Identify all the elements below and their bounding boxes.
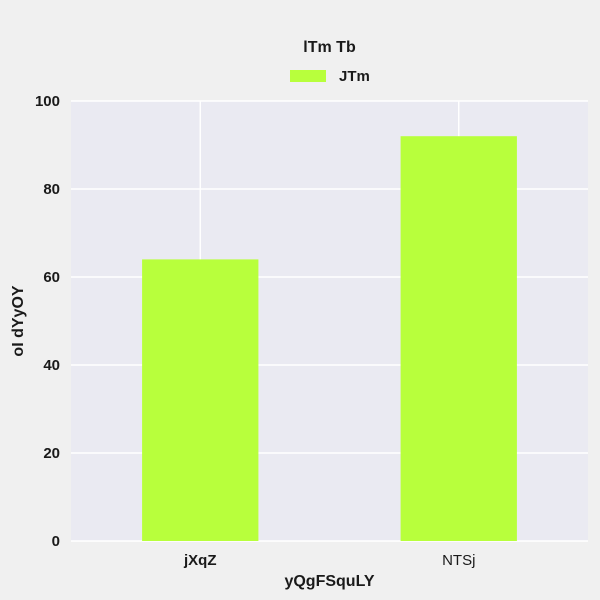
y-tick-label: 20 bbox=[43, 445, 60, 462]
bar-NTSj bbox=[400, 136, 517, 541]
y-tick-label: 0 bbox=[52, 533, 60, 550]
bars bbox=[142, 136, 517, 541]
y-tick-label: 60 bbox=[43, 269, 60, 286]
legend-label: JTm bbox=[339, 68, 370, 85]
y-tick-label: 100 bbox=[35, 93, 60, 110]
legend: lTm Tb JTm bbox=[290, 39, 370, 85]
y-axis-title: oI dYyOY bbox=[10, 285, 27, 356]
y-tick-label: 40 bbox=[43, 357, 60, 374]
legend-swatch bbox=[290, 70, 326, 82]
y-axis-ticks: 0 20 40 60 80 100 bbox=[35, 93, 60, 550]
x-tick-label: NTSj bbox=[442, 552, 475, 569]
x-axis-ticks: jXqZ NTSj bbox=[183, 552, 475, 569]
x-axis-title: yQgFSquLY bbox=[284, 573, 374, 590]
bar-jXqZ bbox=[142, 259, 259, 541]
y-tick-label: 80 bbox=[43, 181, 60, 198]
x-tick-label: jXqZ bbox=[183, 552, 217, 569]
legend-title: lTm Tb bbox=[303, 39, 356, 56]
